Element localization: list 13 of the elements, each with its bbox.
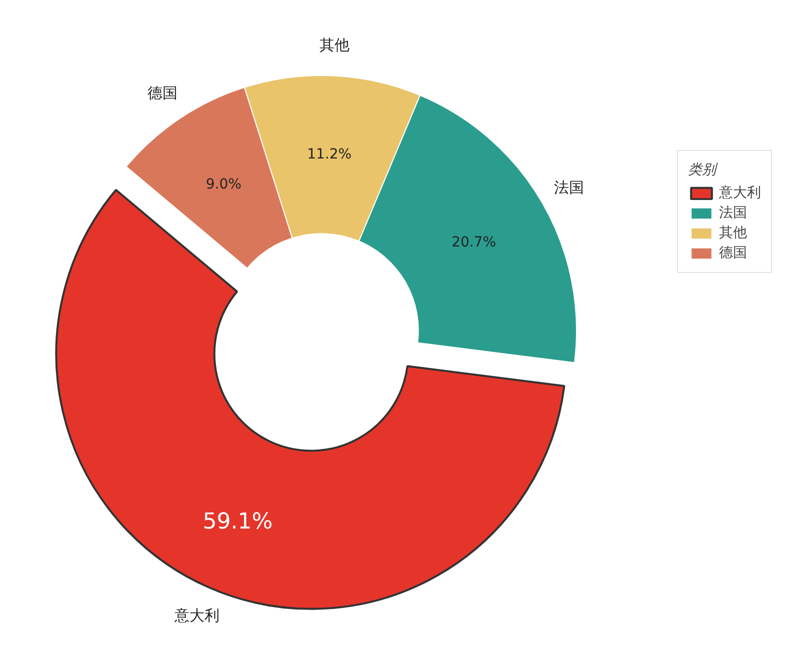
slice-label: 法国 [554,178,584,197]
legend-label: 法国 [719,204,747,222]
data-label: 9.0% [206,176,242,192]
slice-label: 其他 [319,36,350,54]
data-label: 59.1% [202,510,273,535]
legend-label: 其他 [719,224,747,242]
data-label: 11.2% [307,146,352,163]
legend-label: 德国 [719,244,747,262]
legend-label: 意大利 [719,184,761,202]
slice-label: 德国 [148,84,178,102]
slice-label: 意大利 [173,606,220,625]
data-label: 20.7% [452,234,496,250]
legend-title: 类别 [688,161,719,179]
